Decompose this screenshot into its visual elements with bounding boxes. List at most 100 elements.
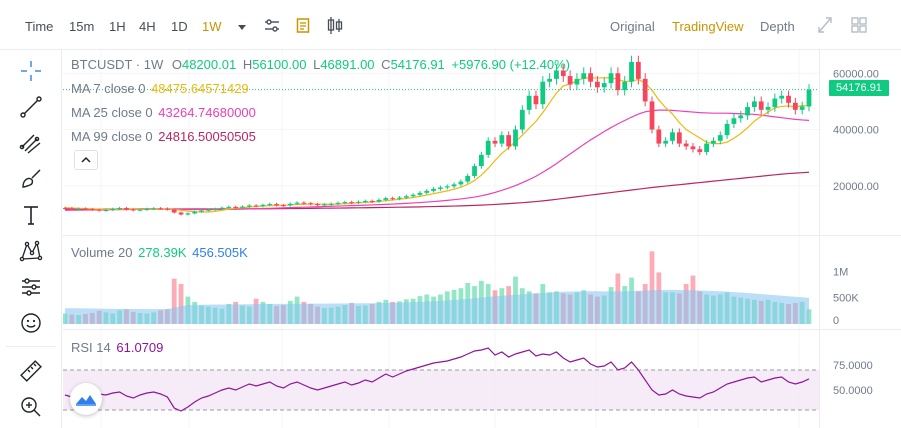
interval-1d[interactable]: 1D [171, 19, 188, 34]
candle-body [294, 202, 300, 204]
candle-body [765, 107, 771, 110]
candle-body [806, 89, 812, 107]
candle-body [164, 208, 170, 210]
candle-body [212, 208, 218, 210]
measure-icon[interactable] [16, 272, 46, 302]
ma25-value: 43264.74680000 [158, 105, 256, 120]
candle-body [356, 201, 361, 203]
candle-body [615, 73, 621, 91]
candle-body [485, 140, 491, 155]
indicator-settings-icon[interactable] [263, 0, 283, 50]
view-original[interactable]: Original [610, 19, 655, 34]
candle-body [451, 184, 457, 187]
chart-area[interactable]: 60000.00 40000.00 20000.00 1M 500K 0 75.0000 50… [63, 50, 901, 428]
rsi-band [63, 370, 819, 410]
candle-body [137, 209, 143, 211]
change-value: +5976.90 (+12.40%) [451, 57, 570, 72]
candle-body [799, 106, 805, 110]
candle-body [96, 209, 102, 211]
volume-legend: Volume 20 278.39K 456.505K [71, 245, 248, 260]
ma99-label: MA 99 close 0 [71, 129, 153, 144]
candle-body [635, 62, 641, 79]
bookmark-icon[interactable] [296, 0, 312, 50]
volume-bar [649, 251, 655, 324]
open-value: 48200.01 [181, 57, 237, 72]
volume-value: 278.39K [138, 245, 187, 260]
candle-body [301, 202, 307, 204]
candle-body [444, 186, 450, 188]
candle-body [649, 101, 655, 130]
candle-body [417, 192, 423, 195]
grid-layout-icon[interactable] [850, 0, 868, 50]
candle-body [76, 208, 82, 210]
volume-axis-tick: 1M [833, 266, 848, 278]
candle-body [567, 76, 573, 85]
candle-body [219, 207, 225, 209]
rsi-legend: RSI 14 61.0709 [71, 340, 163, 355]
interval-15m[interactable]: 15m [69, 19, 95, 34]
candle-body [472, 166, 477, 176]
interval-1h[interactable]: 1H [109, 19, 126, 34]
emoji-icon[interactable] [16, 308, 46, 338]
ma7-label: MA 7 close 0 [71, 81, 146, 96]
legend-separator: · [132, 57, 144, 72]
candle-body [226, 206, 232, 208]
interval-dropdown-icon[interactable] [236, 0, 250, 50]
candle-body [499, 135, 505, 144]
candle-body [540, 81, 546, 105]
candle-body [547, 78, 553, 82]
candle-body [151, 208, 157, 210]
candle-body [438, 187, 443, 189]
candle-body [758, 101, 764, 110]
view-tradingview[interactable]: TradingView [672, 19, 744, 34]
candle-body [526, 95, 532, 110]
close-label: C [381, 57, 391, 72]
candlestick-type-icon[interactable] [326, 0, 346, 50]
candle-body [465, 175, 471, 182]
text-icon[interactable] [16, 200, 46, 230]
view-depth[interactable]: Depth [760, 19, 795, 34]
top-toolbar: Time 15m 1H 4H 1D 1W Original TradingVie… [0, 0, 901, 50]
candle-body [574, 78, 580, 85]
interval-label: 1W [143, 57, 164, 72]
candle-body [656, 129, 662, 144]
candle-body [560, 70, 566, 77]
price-chart-canvas[interactable]: 60000.00 40000.00 20000.00 1M 500K 0 75.0000 50… [63, 50, 901, 428]
ma7-line [64, 77, 810, 213]
candle-body [158, 208, 163, 210]
ma7-legend: MA 7 close 0 48475.64571429 [71, 81, 249, 96]
zoom-in-icon[interactable] [16, 392, 46, 422]
low-value: 46891.00 [320, 57, 375, 72]
price-axis-tick: 60000.00 [833, 68, 879, 80]
interval-1w[interactable]: 1W [202, 19, 222, 34]
candle-body [267, 204, 273, 206]
candle-body [478, 154, 484, 167]
fib-channel-icon[interactable] [16, 128, 46, 158]
crosshair-icon[interactable] [16, 56, 46, 86]
collapse-legend-button[interactable] [74, 150, 98, 170]
rsi-line [64, 347, 810, 412]
ruler-icon[interactable] [16, 356, 46, 386]
fullscreen-icon[interactable] [816, 0, 834, 50]
ma99-legend: MA 99 close 0 24816.50050505 [71, 129, 256, 144]
candle-body [690, 146, 696, 150]
brush-icon[interactable] [16, 164, 46, 194]
pattern-icon[interactable] [16, 236, 46, 266]
interval-4h[interactable]: 4H [139, 19, 156, 34]
tradingview-logo[interactable] [70, 383, 102, 415]
candle-body [792, 102, 798, 110]
candle-body [403, 196, 409, 198]
candle-body [308, 203, 314, 205]
candle-body [724, 123, 730, 136]
price-axis-tick: 40000.00 [833, 125, 879, 137]
candle-body [376, 199, 382, 202]
candle-body [670, 132, 675, 141]
candle-body [89, 209, 95, 211]
trend-line-icon[interactable] [16, 92, 46, 122]
interval-time[interactable]: Time [25, 19, 54, 34]
candle-body [335, 202, 341, 204]
candle-body [786, 95, 791, 103]
candle-body [260, 204, 266, 207]
rsi-label: RSI 14 [71, 340, 111, 355]
candle-body [492, 140, 498, 144]
